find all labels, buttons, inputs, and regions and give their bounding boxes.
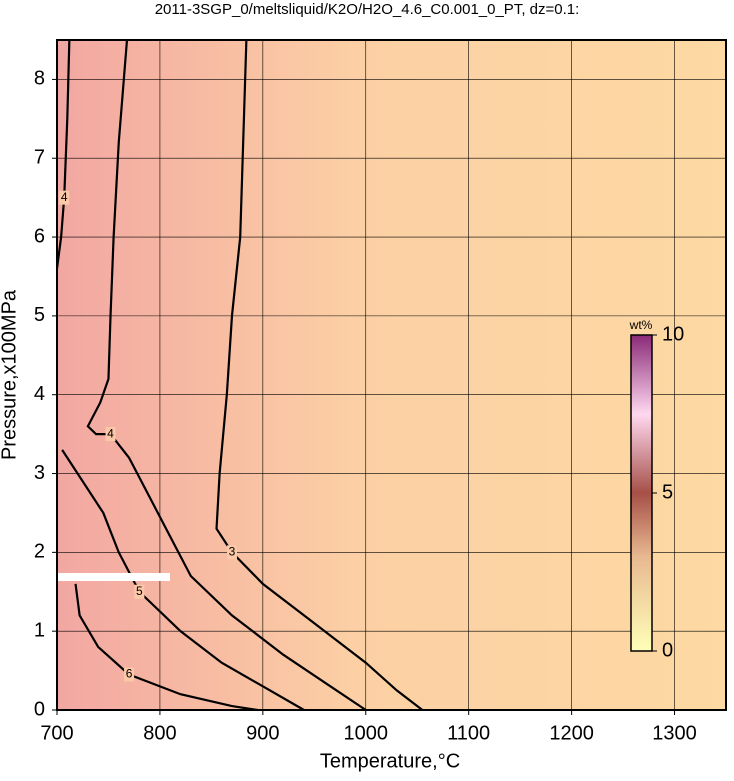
contour-label: 5 bbox=[136, 584, 143, 598]
x-tick-label: 900 bbox=[246, 722, 279, 744]
chart-title: 2011-3SGP_0/meltsliquid/K2O/H2O_4.6_C0.0… bbox=[155, 1, 580, 18]
x-axis-label: Temperature,°C bbox=[320, 750, 460, 772]
y-tick-label: 7 bbox=[34, 147, 45, 169]
colorbar-tick-label: 0 bbox=[662, 639, 673, 661]
contour-label: 6 bbox=[126, 667, 133, 681]
plot-background bbox=[57, 40, 726, 710]
plot-area: 3 4 4 5 6 bbox=[55, 39, 726, 712]
y-tick-label: 1 bbox=[34, 619, 45, 641]
x-tick-label: 700 bbox=[40, 722, 73, 744]
colorbar-tick-label: 10 bbox=[662, 323, 684, 345]
colorbar-tick-label: 5 bbox=[662, 481, 673, 503]
contour-label: 3 bbox=[229, 545, 236, 559]
no-data-strip bbox=[57, 573, 170, 581]
contour-line bbox=[215, 39, 424, 711]
contour-label-bg bbox=[134, 584, 145, 599]
plot-frame bbox=[56, 39, 727, 711]
contour-label-bg bbox=[59, 190, 70, 205]
y-tick-label: 5 bbox=[34, 304, 45, 326]
y-tick-label: 8 bbox=[34, 68, 45, 90]
x-tick-label: 1300 bbox=[652, 722, 697, 744]
y-tick-label: 2 bbox=[34, 541, 45, 563]
y-tick-label: 6 bbox=[34, 225, 45, 247]
x-tick-label: 800 bbox=[143, 722, 176, 744]
x-tick-label: 1100 bbox=[447, 722, 490, 744]
y-tick-label: 3 bbox=[34, 462, 45, 484]
contour-label: 4 bbox=[61, 190, 68, 204]
contour-label-bg bbox=[226, 545, 237, 560]
y-axis-label: Pressure,x100MPa bbox=[0, 289, 20, 460]
contour-label: 4 bbox=[107, 426, 114, 440]
x-tick-label: 1000 bbox=[344, 722, 389, 744]
contour-label-bg bbox=[124, 667, 135, 682]
y-tick-label: 0 bbox=[34, 698, 45, 720]
contour-label-bg bbox=[105, 427, 116, 442]
colorbar bbox=[630, 334, 653, 652]
y-tick-label: 4 bbox=[34, 383, 45, 405]
x-tick-label: 1200 bbox=[549, 722, 594, 744]
colorbar-label: wt% bbox=[629, 318, 653, 332]
